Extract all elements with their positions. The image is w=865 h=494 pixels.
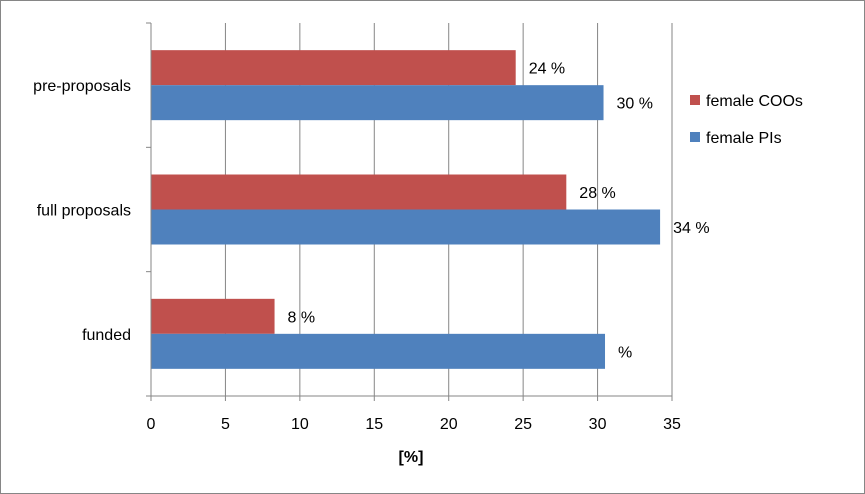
data-label: 24 % [529, 61, 565, 78]
bar-female-coos [151, 298, 275, 334]
bar-female-pis [151, 333, 606, 369]
legend-swatch [690, 95, 700, 105]
x-tick-label: 35 [663, 416, 681, 433]
x-tick-label: 5 [221, 416, 230, 433]
data-label: 8 % [288, 309, 316, 326]
bars [151, 50, 661, 369]
bar-female-pis [151, 209, 661, 245]
x-tick-label: 20 [440, 416, 458, 433]
x-tick-label: 15 [365, 416, 383, 433]
legend-label: female COOs [706, 93, 803, 110]
x-tick-label: 30 [589, 416, 607, 433]
x-tick-label: 25 [514, 416, 532, 433]
data-labels: 24 % 30 % 28 % 34 % 8 %% [288, 61, 710, 362]
x-tick-labels: 0 5 10 15 20 25 30 35 [147, 416, 681, 433]
y-tick-labels: pre-proposals full proposals funded [33, 78, 131, 344]
bar-female-coos [151, 174, 567, 210]
x-axis-title: [%] [399, 449, 424, 466]
data-label: % [618, 344, 632, 361]
category-label: full proposals [37, 203, 131, 220]
bar-female-coos [151, 50, 516, 86]
category-label: funded [82, 327, 131, 344]
axes [146, 22, 673, 401]
bar-female-pis [151, 85, 604, 121]
category-label: pre-proposals [33, 78, 131, 95]
x-tick-label: 10 [291, 416, 309, 433]
legend: female COOs female PIs [690, 93, 803, 147]
legend-swatch [690, 132, 700, 142]
legend-label: female PIs [706, 130, 782, 147]
data-label: 28 % [579, 185, 615, 202]
data-label: 30 % [617, 96, 653, 113]
data-label: 34 % [673, 220, 709, 237]
x-tick-label: 0 [147, 416, 156, 433]
